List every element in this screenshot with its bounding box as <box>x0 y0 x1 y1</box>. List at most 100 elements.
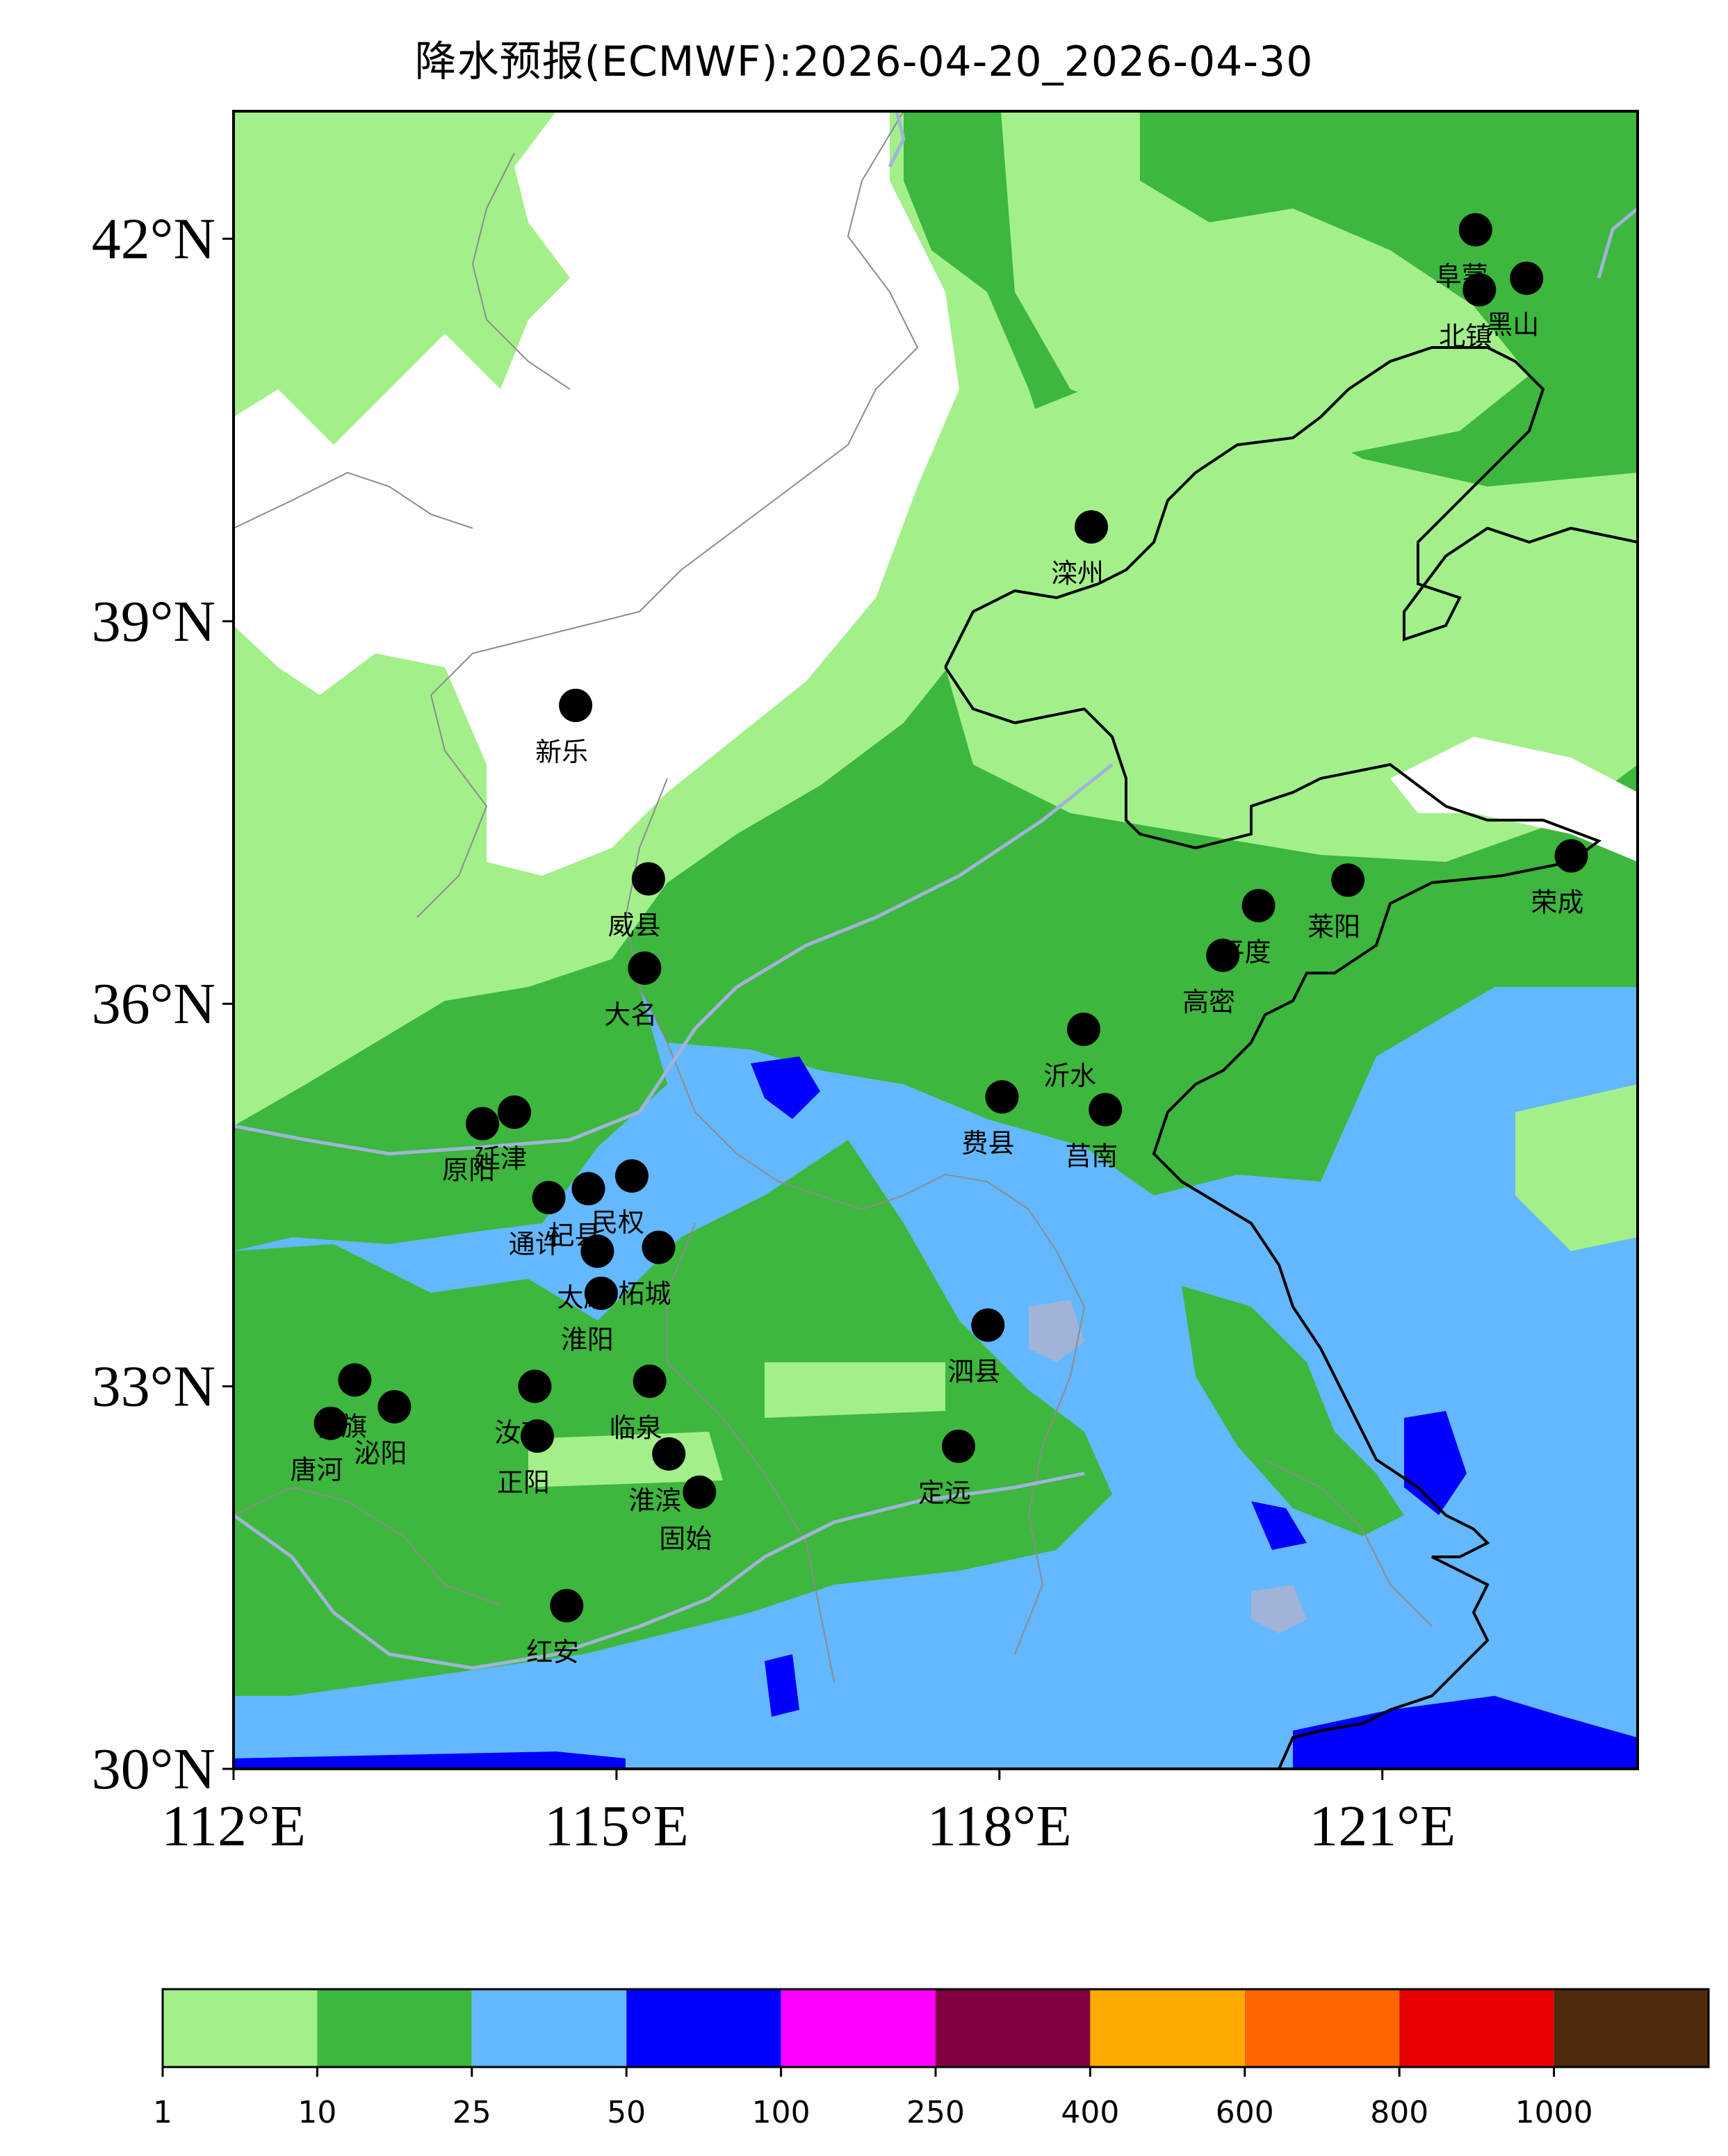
city-label: 大名 <box>604 999 657 1030</box>
city-marker <box>1075 510 1109 544</box>
city-32: 红安 <box>526 1589 584 1667</box>
band-50-100-a <box>751 1056 820 1119</box>
colorbar-label: 100 <box>752 2095 810 2130</box>
city-label: 泗县 <box>947 1357 1000 1387</box>
city-7: 荣成 <box>1531 839 1588 917</box>
city-marker <box>633 1364 667 1398</box>
city-label: 红安 <box>526 1637 579 1667</box>
city-marker <box>652 1437 686 1471</box>
city-5: 威县 <box>608 862 665 940</box>
city-marker <box>550 1589 584 1623</box>
city-19: 柘城 <box>619 1230 676 1309</box>
lat-tick-label: 39°N <box>92 589 215 654</box>
city-3: 滦州 <box>1051 510 1109 589</box>
city-marker <box>532 1181 566 1215</box>
city-28: 正阳 <box>497 1419 555 1498</box>
city-label: 荣成 <box>1531 887 1584 917</box>
city-label: 正阳 <box>497 1467 550 1498</box>
city-marker <box>1510 261 1544 295</box>
city-marker <box>631 862 665 896</box>
city-15: 原阳 <box>442 1106 500 1186</box>
city-label: 通许 <box>509 1229 562 1259</box>
lon-tick-label: 115°E <box>544 1794 689 1859</box>
city-marker <box>466 1106 500 1141</box>
city-label: 威县 <box>608 910 661 940</box>
city-2: 北镇 <box>1439 272 1497 352</box>
city-marker <box>521 1419 555 1453</box>
city-marker <box>571 1172 605 1206</box>
colorbar-segment <box>626 1989 781 2067</box>
colorbar-segment <box>471 1989 627 2067</box>
colorbar-segment <box>1554 1989 1709 2067</box>
colorbar-label: 25 <box>453 2095 491 2130</box>
city-21: 淮阳 <box>561 1276 618 1355</box>
city-10: 高密 <box>1182 938 1240 1018</box>
colorbar-segment <box>1244 1989 1400 2067</box>
precipitation-fill <box>234 111 1638 1769</box>
city-27: 唐河 <box>291 1406 348 1485</box>
city-26: 泌阳 <box>354 1389 411 1469</box>
city-18: 通许 <box>509 1181 566 1259</box>
city-13: 莒南 <box>1065 1093 1123 1172</box>
city-label: 淮滨 <box>628 1485 681 1516</box>
colorbar-label: 600 <box>1216 2095 1274 2130</box>
city-label: 泌阳 <box>354 1438 407 1469</box>
city-marker <box>1554 839 1588 873</box>
city-label: 临泉 <box>610 1412 662 1443</box>
colorbar: 1 10 25 50 100 250 400 600 800 1000 <box>153 1988 1710 2130</box>
city-label: 莒南 <box>1065 1141 1118 1172</box>
city-24: 临泉 <box>610 1364 667 1443</box>
city-marker <box>377 1389 411 1423</box>
city-14: 延津 <box>474 1095 531 1174</box>
city-marker <box>1206 938 1240 972</box>
city-6: 大名 <box>604 951 662 1030</box>
city-label: 费县 <box>961 1128 1014 1159</box>
city-30: 固始 <box>659 1475 717 1554</box>
city-marker <box>628 951 662 985</box>
city-label: 滦州 <box>1051 558 1104 589</box>
city-marker <box>1331 863 1365 897</box>
band-50-100-d <box>765 1654 799 1717</box>
city-marker <box>971 1308 1005 1342</box>
band-10-25-east <box>1182 1286 1404 1536</box>
colorbar-segment <box>1090 1989 1245 2067</box>
city-marker <box>1067 1012 1101 1046</box>
city-label: 原阳 <box>442 1155 495 1186</box>
colorbar-segment <box>936 1989 1091 2067</box>
band-none <box>234 111 959 876</box>
axis-ticks: 112°E 115°E 118°E 121°E 30°N 33°N 36°N 39°N 42°N <box>92 206 1456 1859</box>
city-29: 淮滨 <box>628 1437 686 1516</box>
city-marker <box>683 1475 717 1509</box>
band-1-10-south <box>528 1362 945 1487</box>
colorbar-label: 50 <box>607 2095 646 2130</box>
city-marker <box>313 1406 348 1440</box>
map-title: 降水预报(ECMWF):2026-04-20_2026-04-30 <box>414 38 1314 86</box>
lat-tick-label: 33°N <box>92 1355 215 1419</box>
city-marker <box>338 1363 372 1397</box>
city-marker <box>985 1080 1019 1114</box>
colorbar-label: 1 <box>153 2095 172 2130</box>
colorbar-segment <box>317 1989 472 2067</box>
band-1-10-north <box>1001 111 1529 459</box>
colorbar-segment <box>781 1989 936 2067</box>
city-label: 北镇 <box>1439 321 1492 352</box>
lat-tick-label: 36°N <box>92 972 215 1036</box>
band-none-east <box>1390 737 1638 862</box>
city-marker <box>498 1095 531 1129</box>
colorbar-label: 10 <box>297 2095 336 2130</box>
province-borders <box>234 111 1433 1683</box>
colorbar-label: 400 <box>1061 2095 1119 2130</box>
city-marker <box>614 1159 649 1193</box>
city-marker <box>1241 888 1275 922</box>
city-marker <box>584 1276 618 1310</box>
city-marker <box>1462 272 1497 307</box>
city-16: 民权 <box>592 1159 649 1238</box>
city-8: 莱阳 <box>1307 863 1365 942</box>
city-label: 沂水 <box>1043 1061 1096 1091</box>
rivers <box>234 111 1638 1670</box>
city-label: 固始 <box>659 1524 712 1554</box>
band-10-25-south <box>234 1140 1112 1696</box>
colorbar-label: 250 <box>906 2095 965 2130</box>
city-11: 沂水 <box>1043 1012 1101 1091</box>
